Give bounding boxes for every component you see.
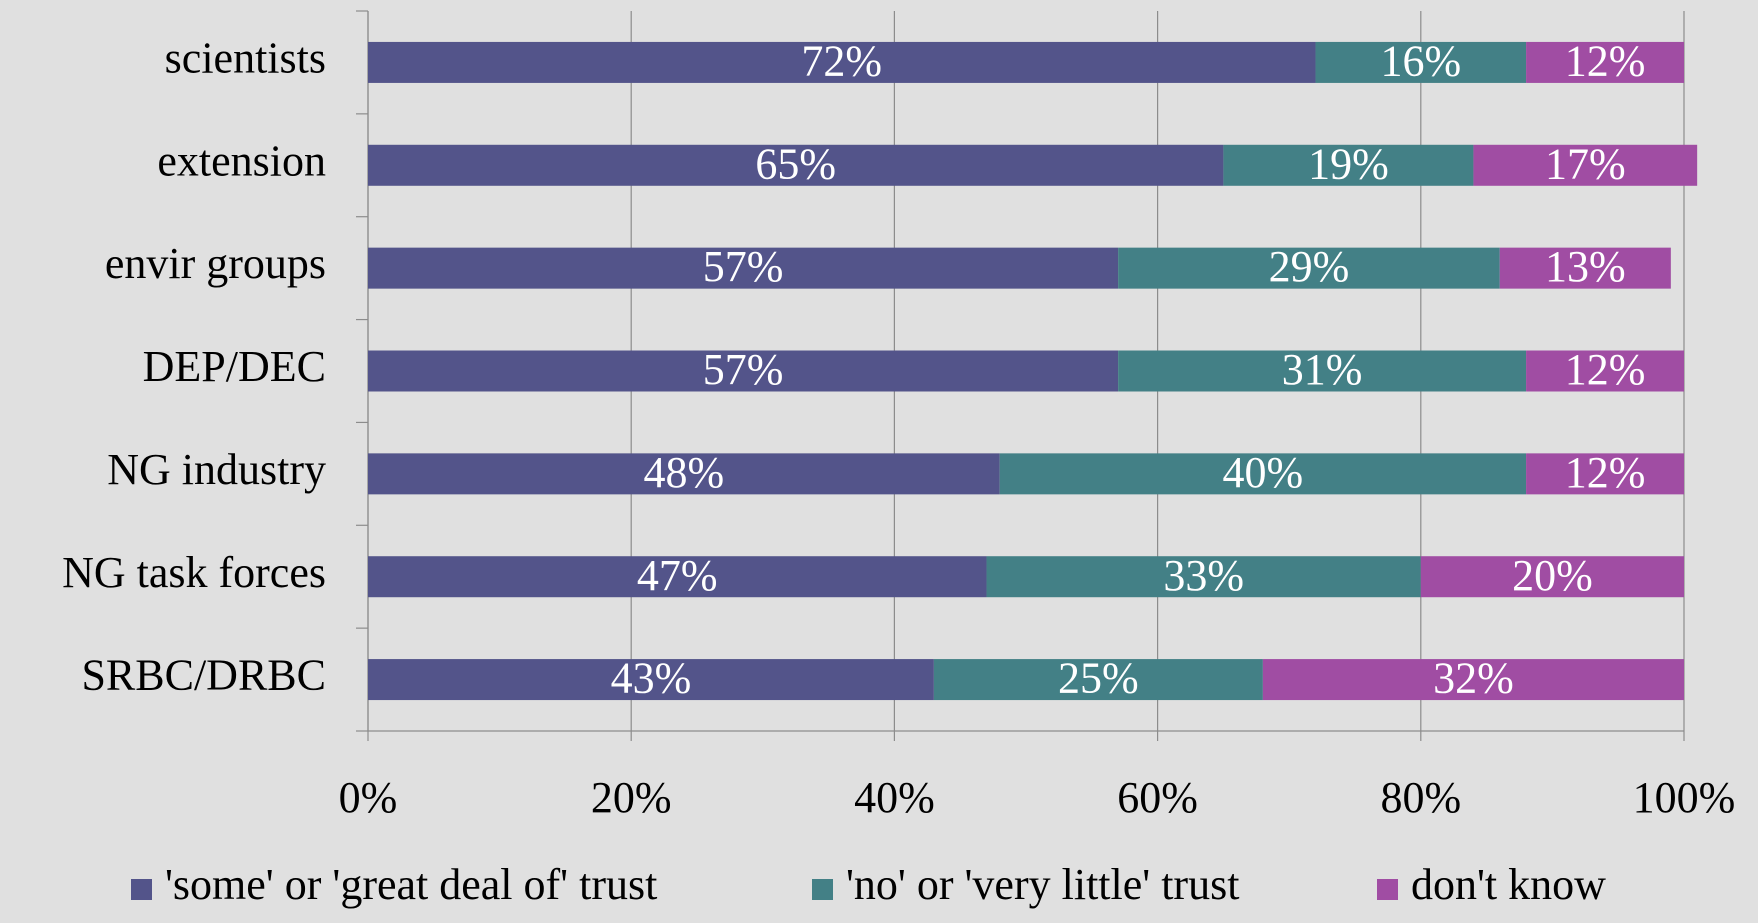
y-tick-label: NG industry (107, 445, 326, 494)
data-label: 72% (801, 37, 882, 86)
data-label: 13% (1545, 242, 1626, 291)
legend-marker (812, 879, 833, 900)
y-tick-label: extension (157, 136, 326, 185)
bar-segment (1118, 350, 1527, 392)
data-label: 65% (755, 139, 836, 188)
x-tick-label: 80% (1380, 773, 1461, 822)
data-label: 17% (1545, 139, 1626, 188)
legend-marker (131, 879, 152, 900)
bar-segment (1223, 144, 1474, 186)
y-tick-label: NG task forces (62, 548, 326, 597)
y-tick-label: DEP/DEC (143, 342, 326, 391)
data-label: 19% (1308, 139, 1389, 188)
data-label: 32% (1433, 654, 1514, 703)
data-label: 43% (611, 654, 692, 703)
x-tick-label: 100% (1633, 773, 1736, 822)
data-label: 29% (1269, 242, 1350, 291)
bar-segment (1315, 41, 1527, 83)
legend-label: 'no' or 'very little' trust (846, 860, 1239, 909)
x-tick-label: 40% (854, 773, 935, 822)
bar-segment (1473, 144, 1698, 186)
bar-segment (368, 659, 934, 701)
bar-segment (986, 556, 1421, 598)
bar-segment (368, 350, 1119, 392)
data-label: 12% (1565, 448, 1646, 497)
bar-segment (1526, 350, 1684, 392)
bar-segment (933, 659, 1263, 701)
data-label: 33% (1163, 551, 1244, 600)
bar-segment (368, 453, 1000, 495)
data-label: 25% (1058, 654, 1139, 703)
x-tick-label: 0% (339, 773, 398, 822)
y-tick-label: scientists (165, 34, 326, 83)
data-label: 16% (1380, 37, 1461, 86)
y-tick-label: envir groups (105, 239, 326, 288)
bar-segment (368, 556, 987, 598)
bar-segment (368, 144, 1224, 186)
x-tick-label: 60% (1117, 773, 1198, 822)
data-label: 57% (703, 345, 784, 394)
legend-marker (1377, 879, 1398, 900)
data-label: 57% (703, 242, 784, 291)
y-tick-label: SRBC/DRBC (81, 651, 326, 700)
bar-segment (1118, 247, 1500, 289)
bar-segment (1526, 453, 1684, 495)
bar-segment (1499, 247, 1671, 289)
data-label: 47% (637, 551, 718, 600)
legend-label: 'some' or 'great deal of' trust (165, 860, 657, 909)
x-tick-label: 20% (591, 773, 672, 822)
data-label: 48% (644, 448, 725, 497)
data-label: 12% (1565, 345, 1646, 394)
bar-segment (368, 247, 1119, 289)
data-label: 31% (1282, 345, 1363, 394)
bar-segment (368, 41, 1316, 83)
bar-segment (1262, 659, 1684, 701)
bar-segment (999, 453, 1527, 495)
data-label: 40% (1223, 448, 1304, 497)
data-label: 12% (1565, 37, 1646, 86)
legend-label: don't know (1411, 860, 1606, 909)
data-label: 20% (1512, 551, 1593, 600)
bar-segment (1420, 556, 1684, 598)
bar-segment (1526, 41, 1684, 83)
